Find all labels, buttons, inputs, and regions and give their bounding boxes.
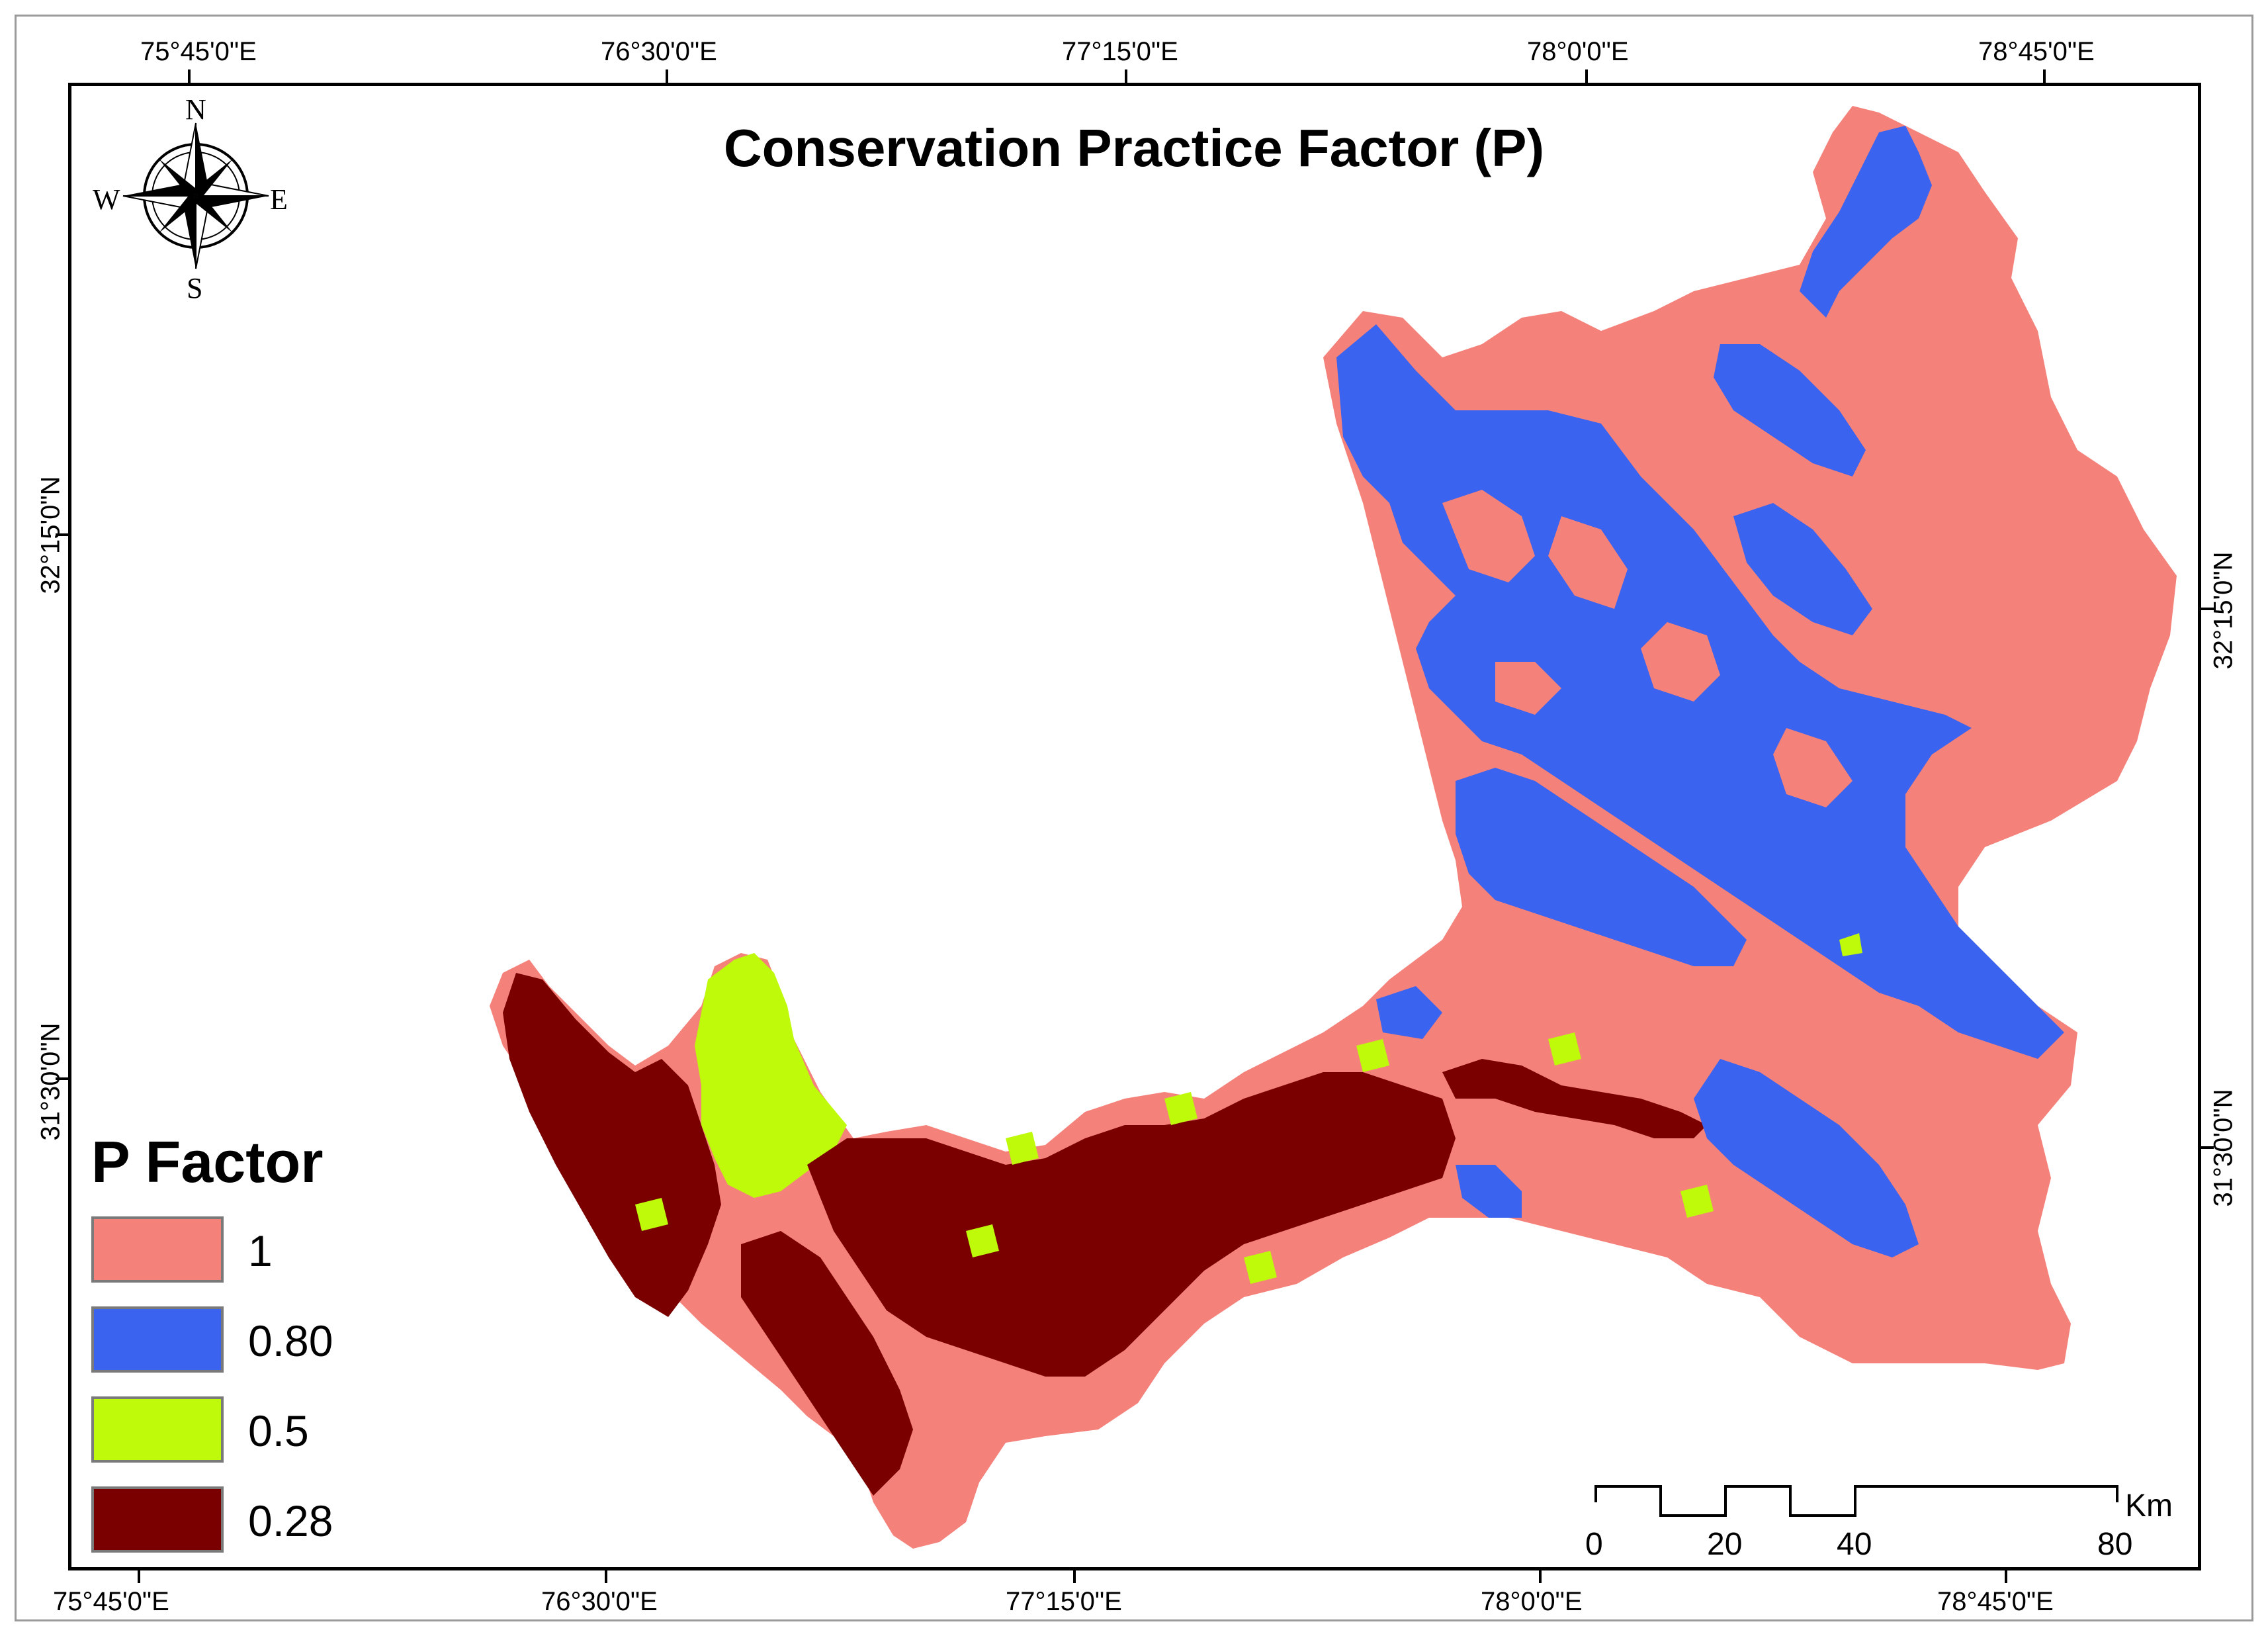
tick-bottom-1 bbox=[138, 1568, 140, 1583]
tick-bottom-2 bbox=[605, 1568, 607, 1583]
tick-bottom-4 bbox=[1539, 1568, 1542, 1583]
tick-top-5 bbox=[2043, 69, 2046, 84]
lon-label-top-5: 78°45'0"E bbox=[1978, 37, 2095, 66]
lon-label-bottom-5: 78°45'0"E bbox=[1937, 1587, 2054, 1616]
lon-label-top-4: 78°0'0"E bbox=[1527, 37, 1629, 66]
tick-left-2 bbox=[56, 1077, 70, 1080]
lon-label-top-2: 76°30'0"E bbox=[601, 37, 717, 66]
legend-label-0-28: 0.28 bbox=[248, 1496, 333, 1545]
lon-label-bottom-2: 76°30'0"E bbox=[541, 1587, 658, 1616]
tick-bottom-3 bbox=[1073, 1568, 1076, 1583]
tick-top-2 bbox=[666, 69, 668, 84]
land-holes-1 bbox=[1442, 490, 1853, 807]
tick-right-1 bbox=[2199, 608, 2214, 610]
lon-label-top-1: 75°45'0"E bbox=[140, 37, 257, 66]
scale-label-0: 0 bbox=[1585, 1527, 1603, 1562]
catchment-area bbox=[490, 106, 2177, 1549]
compass-rose bbox=[122, 122, 269, 269]
lon-label-top-3: 77°15'0"E bbox=[1062, 37, 1178, 66]
tick-left-1 bbox=[56, 533, 70, 536]
land-patches-0-28 bbox=[503, 973, 1707, 1496]
legend-label-0-80: 0.80 bbox=[248, 1316, 333, 1365]
legend-swatch-0-80 bbox=[91, 1306, 224, 1373]
tick-top-4 bbox=[1585, 69, 1588, 84]
legend-swatch-0-5 bbox=[91, 1396, 224, 1463]
land-specks-0-5 bbox=[635, 933, 1862, 1284]
map-neatline bbox=[68, 83, 2201, 1570]
scale-unit-label: Km bbox=[2125, 1488, 2173, 1523]
compass-north-label: N bbox=[185, 93, 206, 126]
scale-label-20: 20 bbox=[1707, 1527, 1743, 1562]
legend-swatch-1 bbox=[91, 1216, 224, 1283]
lon-label-bottom-3: 77°15'0"E bbox=[1006, 1587, 1122, 1616]
compass-south-label: S bbox=[187, 272, 203, 304]
tick-bottom-5 bbox=[2005, 1568, 2007, 1583]
legend-label-1: 1 bbox=[248, 1226, 273, 1275]
legend-title: P Factor bbox=[91, 1129, 324, 1195]
map-outer-frame bbox=[15, 15, 2253, 1621]
lon-label-bottom-4: 78°0'0"E bbox=[1481, 1587, 1583, 1616]
compass-east-label: E bbox=[270, 183, 288, 216]
map-title: Conservation Practice Factor (P) bbox=[723, 118, 1545, 177]
tick-top-3 bbox=[1125, 69, 1127, 84]
scale-label-40: 40 bbox=[1837, 1527, 1872, 1562]
scale-label-80: 80 bbox=[2097, 1527, 2133, 1562]
land-patch-0-5 bbox=[695, 953, 847, 1198]
legend-swatch-0-28 bbox=[91, 1486, 224, 1553]
lon-label-bottom-1: 75°45'0"E bbox=[53, 1587, 169, 1616]
tick-top-1 bbox=[188, 69, 191, 84]
compass-west-label: W bbox=[93, 183, 120, 216]
tick-right-2 bbox=[2199, 1146, 2214, 1149]
scale-bar bbox=[1594, 1485, 2118, 1517]
legend-label-0-5: 0.5 bbox=[248, 1406, 309, 1455]
